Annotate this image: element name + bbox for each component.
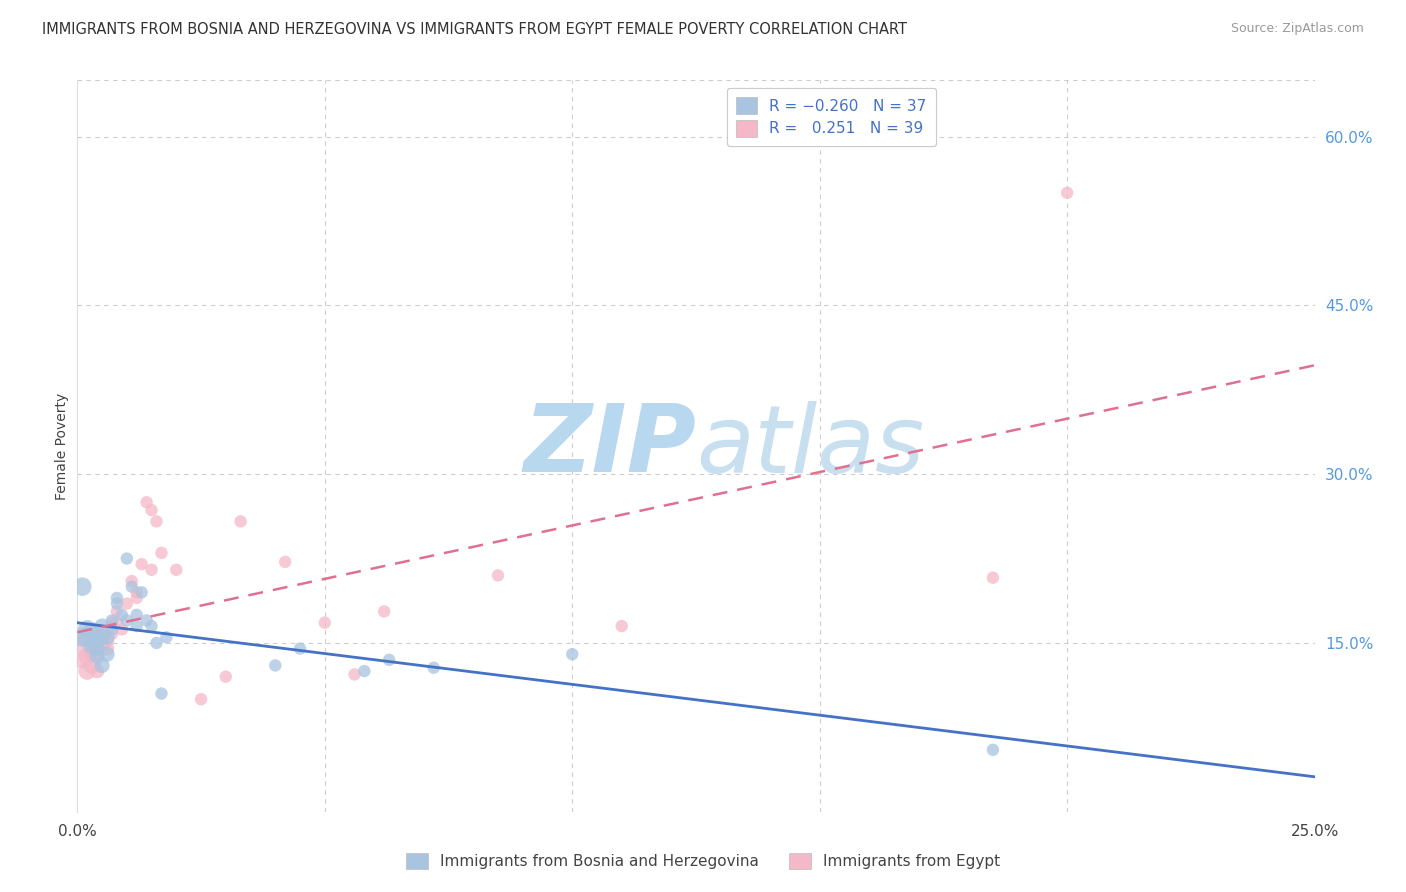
Point (145, 515, 167, 529)
Point (105, 615, 128, 630)
Point (150, 546, 173, 560)
Point (486, 568, 509, 582)
Point (274, 555, 297, 569)
Point (96, 647, 118, 661)
Point (981, 571, 1004, 585)
Point (105, 604, 128, 618)
Text: ZIP: ZIP (523, 400, 696, 492)
Point (125, 619, 148, 633)
Legend: R = −0.260   N = 37, R =   0.251   N = 39: R = −0.260 N = 37, R = 0.251 N = 39 (727, 88, 936, 145)
Point (165, 563, 187, 577)
Point (76, 623, 98, 637)
Point (422, 661, 444, 675)
Point (610, 619, 633, 633)
Point (111, 607, 134, 622)
Point (101, 615, 124, 630)
Point (86, 641, 108, 656)
Point (288, 641, 311, 656)
Point (82, 658, 104, 673)
Point (86, 633, 108, 648)
Point (373, 604, 395, 618)
Point (135, 614, 157, 628)
Point (1056, 186, 1078, 200)
Point (91, 627, 114, 641)
Point (86, 649, 108, 664)
Point (125, 607, 148, 622)
Point (229, 515, 252, 529)
Point (96, 641, 118, 656)
Text: atlas: atlas (696, 401, 924, 491)
Point (72, 638, 94, 652)
Point (115, 614, 138, 628)
Point (111, 623, 134, 637)
Point (91, 638, 114, 652)
Point (96, 630, 118, 644)
Point (115, 597, 138, 611)
Point (72, 653, 94, 667)
Point (76, 630, 98, 644)
Point (105, 591, 128, 605)
Point (131, 585, 153, 599)
Point (86, 647, 108, 661)
Point (76, 649, 98, 664)
Point (101, 627, 124, 641)
Point (82, 624, 104, 639)
Point (86, 664, 108, 678)
Point (981, 743, 1004, 757)
Point (314, 615, 336, 630)
Point (72, 580, 94, 594)
Point (378, 653, 401, 667)
Point (91, 619, 114, 633)
Point (561, 647, 583, 661)
Point (101, 614, 124, 628)
Text: Source: ZipAtlas.com: Source: ZipAtlas.com (1230, 22, 1364, 36)
Point (155, 630, 177, 644)
Point (82, 638, 104, 652)
Point (115, 551, 138, 566)
Point (91, 630, 114, 644)
Point (150, 687, 173, 701)
Point (96, 633, 118, 648)
Point (145, 636, 167, 650)
Point (101, 623, 124, 637)
Point (82, 645, 104, 659)
Point (190, 692, 212, 706)
Point (121, 574, 143, 588)
Point (91, 658, 114, 673)
Point (125, 591, 148, 605)
Point (141, 619, 163, 633)
Point (76, 664, 98, 678)
Text: IMMIGRANTS FROM BOSNIA AND HERZEGOVINA VS IMMIGRANTS FROM EGYPT FEMALE POVERTY C: IMMIGRANTS FROM BOSNIA AND HERZEGOVINA V… (42, 22, 907, 37)
Point (343, 667, 366, 681)
Point (105, 597, 128, 611)
Point (121, 580, 143, 594)
Point (131, 557, 153, 571)
Point (125, 585, 148, 599)
Point (135, 495, 157, 509)
Point (215, 670, 238, 684)
Point (141, 563, 163, 577)
Point (353, 664, 375, 678)
Point (72, 630, 94, 644)
Point (264, 658, 287, 673)
Y-axis label: Female Poverty: Female Poverty (55, 392, 69, 500)
Legend: Immigrants from Bosnia and Herzegovina, Immigrants from Egypt: Immigrants from Bosnia and Herzegovina, … (399, 847, 1007, 875)
Point (141, 503, 163, 517)
